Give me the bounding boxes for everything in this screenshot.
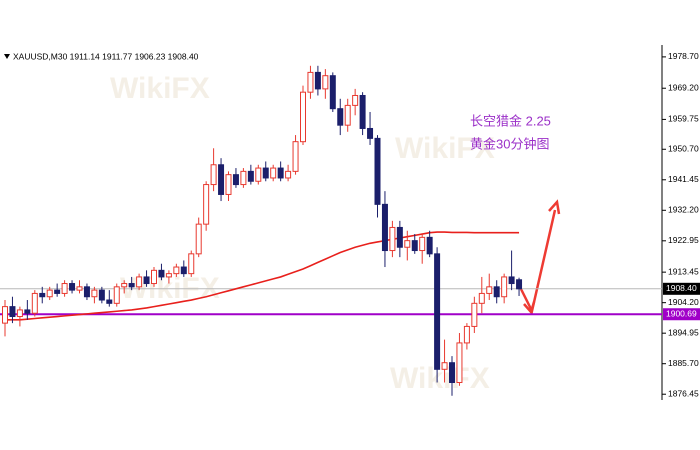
candle-body [411, 240, 418, 252]
candle-body [151, 269, 157, 285]
candle-body [203, 184, 210, 225]
candle-body [329, 75, 336, 110]
y-tick-label: 1969.20 [668, 82, 699, 92]
y-tick-label: 1885.70 [668, 358, 699, 368]
candle-body [374, 137, 381, 205]
candle-body [76, 286, 83, 291]
candle-body [516, 279, 523, 290]
candle-body [270, 167, 277, 179]
annotation: 长空猎金 2.25 [470, 113, 551, 128]
candle-body [508, 276, 515, 285]
candle-body [83, 286, 90, 298]
candle-body [98, 289, 105, 301]
candle-body [46, 289, 53, 298]
candle-body [240, 170, 247, 186]
y-tick-label: 1959.75 [668, 114, 699, 124]
candle-body [173, 266, 180, 275]
candle-body [396, 226, 403, 248]
annotation: 黄金30分钟图 [470, 136, 549, 151]
y-tick-label: 1876.45 [668, 388, 699, 398]
y-tick-label: 1922.95 [668, 235, 699, 245]
y-tick-label: 1904.20 [668, 297, 699, 307]
y-tick-label: 1913.45 [668, 266, 699, 276]
y-tick-label: 1950.70 [668, 144, 699, 154]
arrow-head [548, 199, 561, 215]
price-label: 1908.40 [666, 283, 697, 293]
candle-body [54, 289, 61, 294]
candle-body [337, 108, 344, 126]
candle-body [300, 91, 306, 143]
candle-body [463, 325, 470, 344]
candle-body [113, 286, 120, 304]
candle-body [16, 309, 23, 318]
candle-body [232, 174, 239, 186]
candle-body [128, 283, 135, 288]
candle-body [426, 236, 433, 255]
candle-body [478, 292, 485, 304]
candle-body [285, 170, 292, 179]
candle-body [39, 292, 46, 298]
header-icon [4, 54, 10, 59]
candle-body [225, 174, 232, 195]
candle-body [143, 276, 150, 285]
candle-body [292, 141, 299, 172]
candle-body [456, 342, 463, 384]
candle-body [314, 71, 321, 90]
candle-body [434, 253, 441, 370]
candle-body [493, 286, 500, 298]
chart-title: XAUUSD,M30 1911.14 1911.77 1906.23 1908.… [13, 51, 199, 61]
price-label-box [663, 282, 700, 295]
candle-body [381, 203, 388, 252]
candle-body [61, 283, 68, 294]
watermark: WikiFX [110, 72, 210, 105]
candle-body [195, 223, 202, 255]
candle-body [277, 167, 284, 179]
candle-body [449, 362, 455, 384]
candle-body [188, 253, 195, 275]
candle-body [486, 286, 493, 294]
candle-body [91, 289, 98, 298]
candle-body [389, 226, 396, 252]
price-label-box [663, 308, 700, 321]
y-tick-label: 1932.20 [668, 205, 699, 215]
y-tick-label: 1894.95 [668, 327, 699, 337]
candle-body [69, 283, 76, 291]
candle-body [121, 283, 128, 288]
candle-body [2, 306, 8, 324]
candle-body [322, 75, 329, 90]
candle-body [9, 306, 16, 318]
candle-body [106, 299, 113, 304]
candle-body [262, 167, 269, 179]
candle-body [255, 167, 262, 182]
moving-average [5, 231, 520, 321]
y-tick-label: 1978.70 [668, 51, 699, 61]
candle-body [158, 269, 165, 278]
watermark: WikiFX [395, 132, 495, 165]
candle-body [367, 127, 374, 139]
candle-body [501, 276, 508, 298]
candle-body [352, 94, 359, 106]
y-tick-label: 1941.45 [668, 174, 699, 184]
candle-body [471, 302, 478, 327]
price-label: 1900.69 [666, 308, 697, 318]
candle-body [24, 309, 31, 314]
candle-body [218, 164, 225, 195]
candle-body [359, 94, 366, 129]
candle-body [31, 292, 38, 314]
arrow [519, 199, 561, 315]
candle-body [247, 170, 254, 182]
candle-body [419, 236, 426, 252]
candle-body [165, 273, 172, 278]
candle-body [136, 276, 143, 288]
candle-body [344, 104, 351, 126]
arrow-head [523, 301, 536, 315]
candle-body [180, 266, 187, 275]
candle-body [441, 362, 448, 370]
candle-body [404, 240, 411, 248]
candle-body [210, 164, 217, 186]
candle-body [307, 71, 314, 93]
